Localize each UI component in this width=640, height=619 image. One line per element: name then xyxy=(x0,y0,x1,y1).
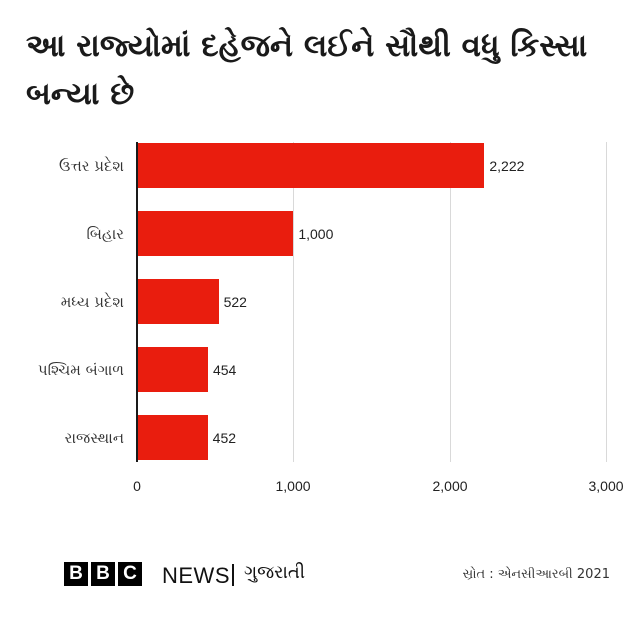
bbc-logo: B B C xyxy=(64,562,142,586)
brand-news: NEWS xyxy=(162,563,230,588)
category-label: બિહાર xyxy=(86,225,124,243)
y-axis-line xyxy=(136,142,138,462)
category-label: મધ્ય પ્રદેશ xyxy=(60,293,124,311)
gridline-1000 xyxy=(293,142,294,462)
bbc-logo-letter: B xyxy=(91,562,115,586)
bbc-logo-letter: B xyxy=(64,562,88,586)
x-tick-label: 3,000 xyxy=(588,478,624,494)
bar xyxy=(137,211,294,256)
footer: B B C NEWS ગુજરાતી સ્રોત : એનસીઆરબી 2021 xyxy=(0,560,640,590)
brand-separator xyxy=(232,564,234,586)
bar xyxy=(137,279,219,324)
source-note: સ્રોત : એનસીઆરબી 2021 xyxy=(462,567,610,582)
x-tick-label: 2,000 xyxy=(432,478,468,494)
bar-value-label: 522 xyxy=(223,294,247,310)
category-label: પશ્ચિમ બંગાળ xyxy=(37,361,124,379)
category-label: રાજસ્થાન xyxy=(64,429,124,447)
bar-value-label: 452 xyxy=(212,430,237,446)
bar xyxy=(137,347,208,392)
bar-value-label: 454 xyxy=(212,362,237,378)
gridline-2000 xyxy=(450,142,451,462)
category-label: ઉત્તર પ્રદેશ xyxy=(58,157,124,175)
bar xyxy=(137,415,208,460)
x-tick-label: 0 xyxy=(133,478,141,494)
bar-chart: ઉત્તર પ્રદેશ બિહાર મધ્ય પ્રદેશ પશ્ચિમ બં… xyxy=(37,142,624,494)
chart-title: આ રાજ્યોમાં દહેજને લઈને સૌથી વધુ કિસ્સા … xyxy=(26,28,588,112)
x-tick-label: 1,000 xyxy=(275,478,311,494)
bbc-logo-letter: C xyxy=(118,562,142,586)
gridline-3000 xyxy=(606,142,607,462)
bar-value-label: 2,222 xyxy=(489,158,525,174)
bar-value-label: 1,000 xyxy=(298,226,334,242)
bar xyxy=(137,143,485,188)
brand-language: ગુજરાતી xyxy=(244,562,305,583)
